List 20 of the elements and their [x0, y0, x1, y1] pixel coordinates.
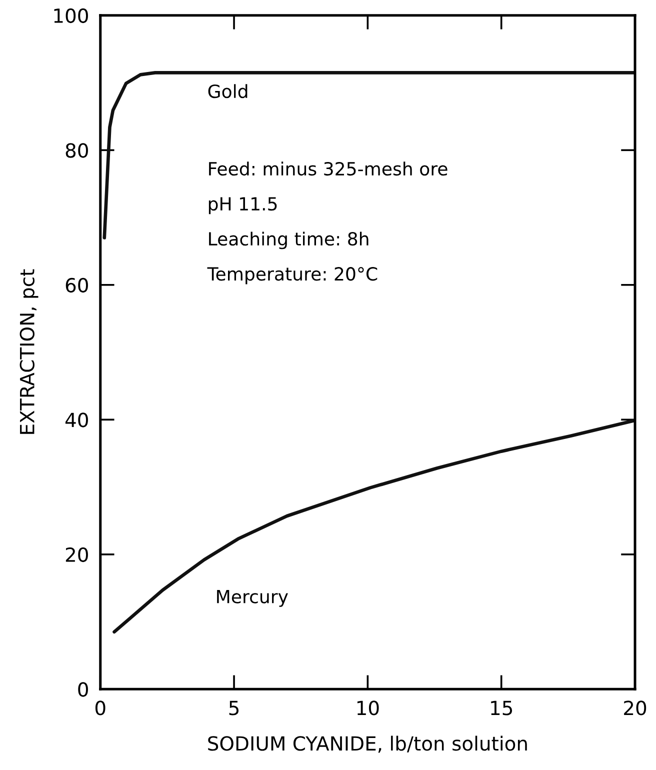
- annotation: Leaching time: 8h: [209, 232, 368, 250]
- x-tick-label: 0: [95, 700, 106, 716]
- x-tick-label: 10: [357, 700, 379, 716]
- y-tick-label: 0: [78, 682, 88, 697]
- y-tick-label: 20: [66, 547, 88, 562]
- x-tick-label: 20: [624, 700, 646, 716]
- series-label: Mercury: [217, 590, 288, 607]
- annotation: pH 11.5: [208, 197, 277, 214]
- y-tick-label: 40: [65, 412, 88, 428]
- y-axis-title: EXTRACTION, pct: [20, 269, 38, 434]
- x-tick-label: 5: [229, 700, 239, 716]
- line-series: [112, 418, 636, 634]
- x-tick-label: 15: [491, 700, 512, 716]
- annotation: Temperature: 20°C: [207, 267, 378, 284]
- series-label: Gold: [208, 84, 248, 98]
- y-tick-label: 100: [54, 8, 88, 24]
- y-tick-label: 60: [66, 278, 88, 293]
- x-axis-title: SODIUM CYANIDE, lb/ton solution: [208, 736, 527, 753]
- y-tick-label: 80: [66, 143, 88, 158]
- annotation: Feed: minus 325-mesh ore: [209, 162, 448, 176]
